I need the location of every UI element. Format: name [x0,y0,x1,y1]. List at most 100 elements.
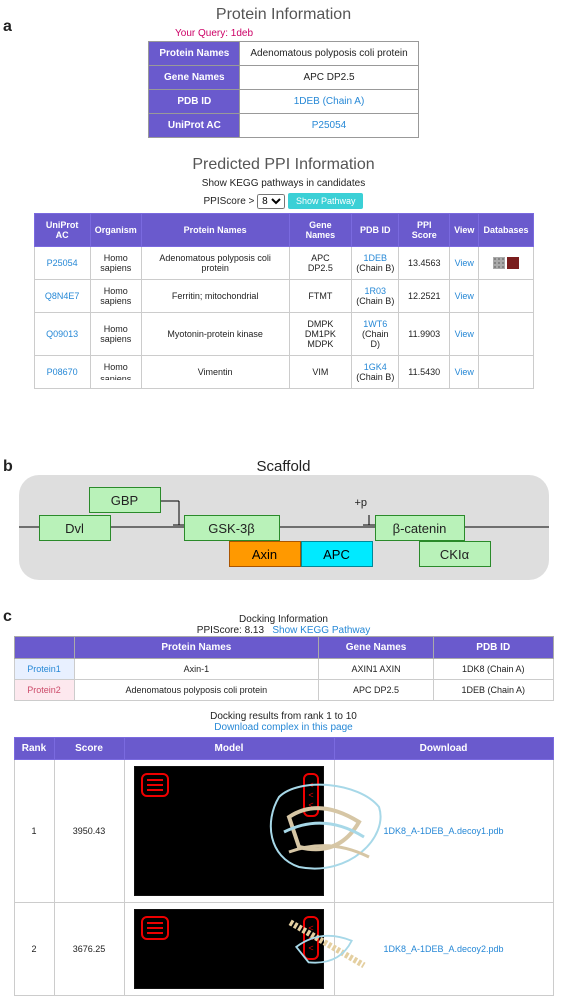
scaffold-diagram: Dvl GBP GSK-3β Axin APC β-catenin CKIα +… [19,475,549,580]
model-viewer[interactable]: <<< [134,766,324,896]
cell [479,313,533,356]
node-cki: CKIα [419,541,491,567]
scaffold-title: Scaffold [19,458,549,475]
col-header: UniProt AC [34,214,90,247]
query-label: Your Query: 1deb [175,28,567,39]
ppi-table: UniProt AC Organism Protein Names Gene N… [34,213,534,389]
col-header: PPI Score [399,214,450,247]
view-link[interactable]: View [455,329,474,339]
score-cell: 3676.25 [54,903,124,996]
cell: Ferritin; mitochondrial [141,280,289,313]
uniprot-link[interactable]: Q8N4E7 [45,291,80,301]
cell: 13.4563 [399,247,450,280]
row-value: Adenomatous polyposis coli protein [240,42,418,66]
cell: Homosapiens [90,313,141,356]
cell: 1DEB (Chain A) [433,680,553,701]
row-label: UniProt AC [149,114,240,138]
col-header: PDB ID [352,214,399,247]
plus-p-label: +p [355,497,368,509]
cell: VIM [289,356,352,389]
row-label: Protein Names [149,42,240,66]
pdb-link[interactable]: 1DEB [364,253,388,263]
uniprot-link[interactable]: P08670 [47,367,78,377]
cell: 1WT6(Chain D) [352,313,399,356]
model-viewer[interactable]: <<< [134,909,324,989]
cell: 1DEB(Chain B) [352,247,399,280]
show-pathway-button[interactable]: Show Pathway [288,193,364,209]
ppi-subtitle: Show KEGG pathways in candidates [0,178,567,189]
col-header: Gene Names [289,214,352,247]
view-link[interactable]: View [455,367,474,377]
table-row: UniProt AC P25054 [149,114,418,138]
panel-label-b: b [3,458,13,476]
cell: 1GK4(Chain B) [352,356,399,389]
table-row: Q8N4E7HomosapiensFerritin; mitochondrial… [34,280,533,313]
pdb-link[interactable]: 1WT6 [363,319,387,329]
protein-info-table: Protein NamesAdenomatous polyposis coli … [148,41,418,138]
cell [479,356,533,389]
col-header: Score [54,738,124,760]
pdb-link[interactable]: 1R03 [365,286,387,296]
cell [479,280,533,313]
table-row: 23676.25<<< 1DK8_A-1DEB_A.decoy2.pdb [14,903,553,996]
cell: Axin-1 [74,659,319,680]
node-gbp: GBP [89,487,161,513]
uniprot-link[interactable]: P25054 [312,120,346,131]
kegg-link[interactable]: Show KEGG Pathway [272,625,370,636]
cell: 12.2521 [399,280,450,313]
cell: DMPKDM1PKMDPK [289,313,352,356]
protein-render-icon [229,910,419,990]
node-axin: Axin [229,541,301,567]
row-label: Gene Names [149,66,240,90]
protein-info-title: Protein Information [0,6,567,24]
table-row: Protein2 Adenomatous polyposis coli prot… [14,680,553,701]
node-gsk: GSK-3β [184,515,280,541]
cell: Homosapiens [90,356,141,389]
table-row: 13950.43<<< 1DK8_A-1DEB_A.decoy1.pdb [14,760,553,903]
col-header: Protein Names [141,214,289,247]
col-header: PDB ID [433,637,553,659]
cell: 1DK8 (Chain A) [433,659,553,680]
col-header [14,637,74,659]
download-all-link[interactable]: Download complex in this page [214,722,352,733]
protein1-label: Protein1 [14,659,74,680]
panel-label-a: a [3,18,12,36]
rank-cell: 1 [14,760,54,903]
view-link[interactable]: View [455,258,474,268]
cell: 1R03(Chain B) [352,280,399,313]
cell: Adenomatous polyposis coli protein [141,247,289,280]
table-row: Protein1 Axin-1 AXIN1 AXIN 1DK8 (Chain A… [14,659,553,680]
cell: APCDP2.5 [289,247,352,280]
table-row: P25054 HomosapiensAdenomatous polyposis c… [34,247,533,280]
ppiscore-select[interactable]: 8 [257,194,285,209]
score-cell: 3950.43 [54,760,124,903]
protein-render-icon [229,767,419,897]
docking-results-table: Rank Score Model Download 13950.43<<< 1D… [14,737,554,996]
menu-icon[interactable] [141,773,169,797]
view-link[interactable]: View [455,291,474,301]
panel-label-c: c [3,608,12,626]
node-apc: APC [301,541,373,567]
cell: 11.9903 [399,313,450,356]
docking-title: Docking Information [0,614,567,625]
cell: Vimentin [141,356,289,389]
uniprot-link[interactable]: Q09013 [46,329,78,339]
pdb-link[interactable]: 1GK4 [364,362,387,372]
cell: Homosapiens [90,247,141,280]
protein2-label: Protein2 [14,680,74,701]
col-header: Gene Names [319,637,434,659]
node-bcat: β-catenin [375,515,465,541]
table-row: Protein NamesAdenomatous polyposis coli … [149,42,418,66]
col-header: Protein Names [74,637,319,659]
table-row: PDB ID1DEB (Chain A) [149,90,418,114]
uniprot-link[interactable]: P25054 [47,258,78,268]
table-row: Q09013 HomosapiensMyotonin-protein kinase… [34,313,533,356]
node-dvl: Dvl [39,515,111,541]
docking-proteins-table: Protein Names Gene Names PDB ID Protein1… [14,636,554,701]
cell: AXIN1 AXIN [319,659,434,680]
cell: Myotonin-protein kinase [141,313,289,356]
table-row: Gene NamesAPC DP2.5 [149,66,418,90]
cell: 11.5430 [399,356,450,389]
pdb-link[interactable]: 1DEB (Chain A) [294,96,365,107]
menu-icon[interactable] [141,916,169,940]
